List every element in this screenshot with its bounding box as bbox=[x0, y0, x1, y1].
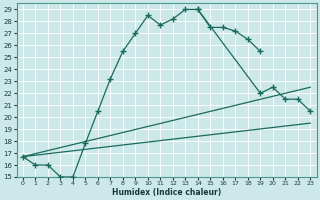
X-axis label: Humidex (Indice chaleur): Humidex (Indice chaleur) bbox=[112, 188, 221, 197]
